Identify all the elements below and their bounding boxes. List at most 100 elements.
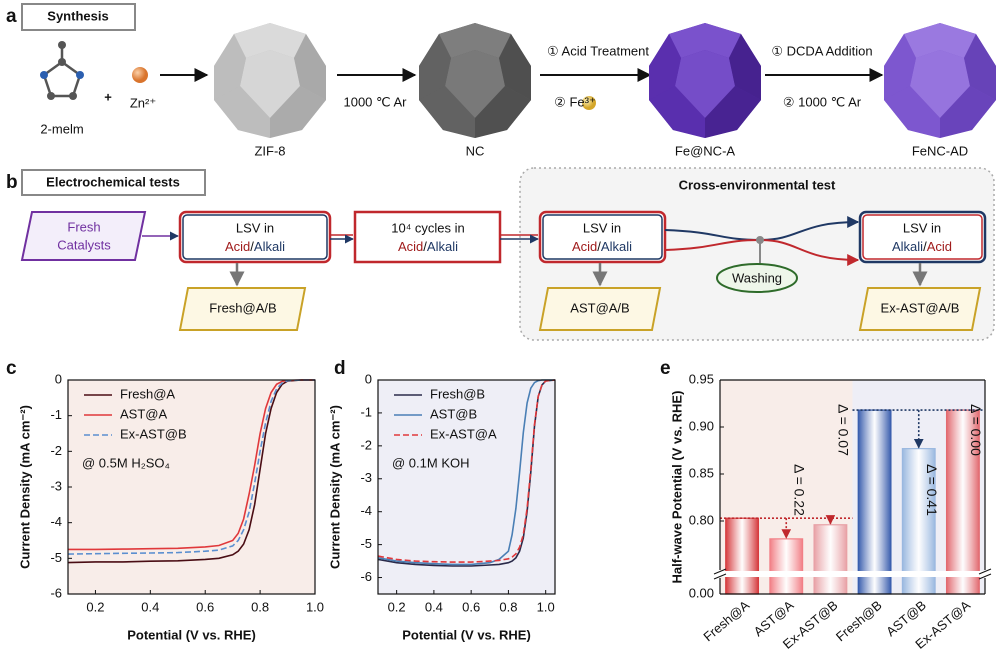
facet bbox=[475, 86, 531, 138]
delta-label: Δ = 0.07 bbox=[836, 404, 852, 456]
y-tick-label: 0.00 bbox=[689, 585, 714, 600]
bar bbox=[901, 448, 936, 595]
zn-ball bbox=[132, 67, 148, 83]
step-box-inner bbox=[182, 214, 328, 260]
slash: / bbox=[423, 239, 427, 254]
x-tick-label: 0.6 bbox=[196, 599, 214, 614]
step-box bbox=[538, 210, 667, 264]
facet bbox=[439, 23, 511, 58]
facet bbox=[419, 34, 451, 100]
y-tick-label: -4 bbox=[360, 503, 372, 518]
input-box bbox=[20, 211, 147, 261]
step-label: ① Acid Treatment bbox=[547, 43, 649, 58]
panel-label: e bbox=[660, 358, 671, 379]
acid: Acid bbox=[398, 239, 423, 254]
y-axis-label: Current Density (mA cm⁻²) bbox=[17, 405, 32, 569]
bar bbox=[945, 409, 980, 595]
x-tick-label: 1.0 bbox=[306, 599, 324, 614]
step-text: Acid/Alkali bbox=[225, 239, 285, 254]
product-label: ZIF-8 bbox=[254, 143, 285, 158]
product-label: FeNC-AD bbox=[912, 143, 968, 158]
y-tick-label: -2 bbox=[360, 437, 372, 452]
polyhedron bbox=[649, 23, 761, 138]
title-box bbox=[21, 169, 206, 196]
slash: / bbox=[923, 239, 927, 254]
break-mark bbox=[978, 573, 992, 580]
legend-label: Ex-AST@A bbox=[430, 426, 497, 441]
facet bbox=[649, 34, 681, 100]
y-tick-label: -5 bbox=[50, 550, 62, 565]
step-box-inner bbox=[862, 214, 983, 260]
y-tick-label: 0.80 bbox=[689, 512, 714, 527]
legend-label: Fresh@A bbox=[120, 386, 175, 401]
y-tick-label: 0 bbox=[365, 371, 372, 386]
step-text: LSV in bbox=[903, 220, 941, 235]
panel-title: Synthesis bbox=[47, 8, 108, 23]
acid: Acid bbox=[927, 239, 952, 254]
y-tick-label: -2 bbox=[50, 443, 62, 458]
facet bbox=[234, 23, 306, 58]
facet bbox=[270, 86, 326, 138]
fe-ball bbox=[582, 96, 596, 110]
break-mark bbox=[713, 573, 727, 580]
x-tick-label: Fresh@A bbox=[700, 597, 752, 644]
facet bbox=[675, 50, 735, 118]
break-mark bbox=[978, 568, 992, 575]
step-text: LSV in bbox=[583, 220, 621, 235]
facet bbox=[884, 34, 916, 100]
y-tick-label: -1 bbox=[50, 407, 62, 422]
alkali: Alkali bbox=[601, 239, 632, 254]
step-text: Acid/Alkali bbox=[398, 239, 458, 254]
washing-text: Washing bbox=[732, 270, 782, 285]
plot-frame bbox=[377, 379, 556, 595]
output-text: AST@A/B bbox=[570, 300, 629, 315]
y-tick-label: -3 bbox=[50, 478, 62, 493]
molecule bbox=[42, 45, 82, 98]
atom bbox=[58, 58, 66, 66]
facet bbox=[240, 50, 300, 118]
facet bbox=[499, 34, 531, 100]
x-tick-label: 0.2 bbox=[388, 599, 406, 614]
group-title: Cross-environmental test bbox=[679, 177, 836, 192]
annotation: @ 0.5M H₂SO₄ bbox=[82, 455, 170, 470]
step-text: LSV in bbox=[236, 220, 274, 235]
alkali: Alkali bbox=[892, 239, 923, 254]
y-tick-label: -3 bbox=[360, 470, 372, 485]
delta-label: Δ = 0.00 bbox=[968, 404, 984, 456]
facet bbox=[419, 86, 475, 138]
facet bbox=[705, 86, 761, 138]
product-label: Fe@NC-A bbox=[675, 143, 735, 158]
series-line bbox=[67, 379, 315, 555]
x-axis-label: Potential (V vs. RHE) bbox=[127, 627, 256, 642]
annotation: @ 0.1M KOH bbox=[392, 455, 470, 470]
facet bbox=[214, 86, 270, 138]
facet bbox=[729, 34, 761, 100]
panel-label: b bbox=[6, 172, 18, 193]
y-tick-label: 0 bbox=[55, 371, 62, 386]
delta-label: Δ = 0.41 bbox=[924, 464, 940, 516]
linker-label: 2-melm bbox=[40, 121, 83, 136]
legend-label: Ex-AST@B bbox=[120, 426, 187, 441]
x-tick-label: Fresh@B bbox=[833, 597, 885, 644]
y-tick-label: -5 bbox=[360, 536, 372, 551]
legend-label: Fresh@B bbox=[430, 386, 485, 401]
atom bbox=[47, 92, 55, 100]
facet bbox=[214, 34, 246, 100]
facet bbox=[884, 86, 940, 138]
output-box bbox=[538, 287, 662, 331]
facet bbox=[445, 50, 505, 118]
tests-panel: b Electrochemical tests Cross-environmen… bbox=[6, 167, 995, 341]
legend-label: AST@A bbox=[120, 406, 167, 421]
plot-frame bbox=[67, 379, 316, 595]
bar bbox=[857, 409, 892, 595]
facet bbox=[649, 86, 705, 138]
x-tick-label: 0.2 bbox=[86, 599, 104, 614]
input-text: Fresh bbox=[67, 219, 100, 234]
x-tick-label: 0.4 bbox=[141, 599, 159, 614]
panel-title: Electrochemical tests bbox=[46, 174, 180, 189]
slash: / bbox=[250, 239, 254, 254]
polyhedron bbox=[884, 23, 996, 138]
step-text: Alkali/Acid bbox=[892, 239, 952, 254]
alkali: Alkali bbox=[254, 239, 285, 254]
delta-label: Δ = 0.22 bbox=[792, 464, 808, 516]
